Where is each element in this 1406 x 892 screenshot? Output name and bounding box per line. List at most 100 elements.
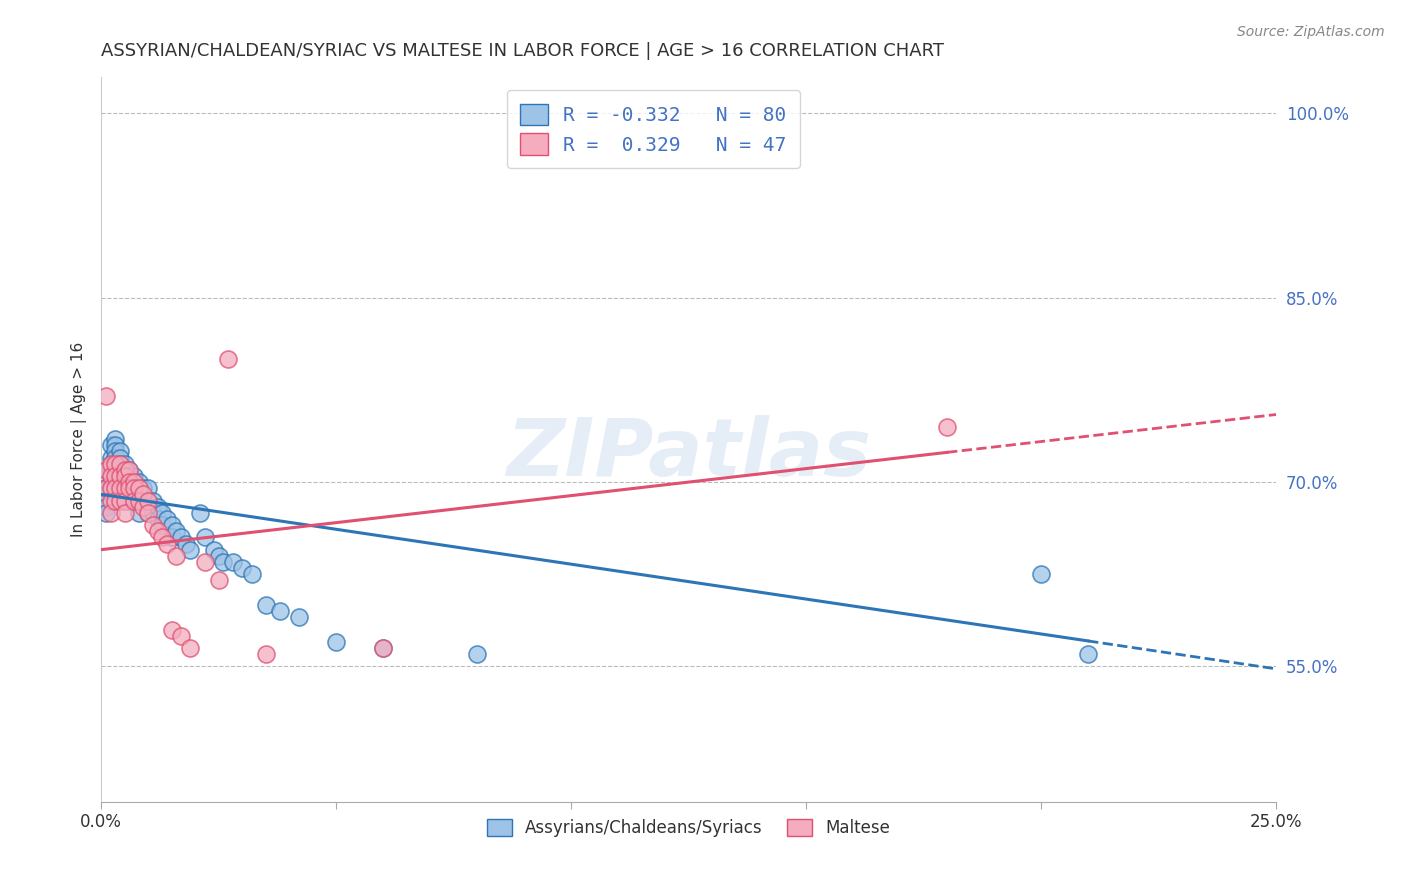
Point — [114, 481, 136, 495]
Point — [114, 487, 136, 501]
Point — [122, 481, 145, 495]
Point — [212, 555, 235, 569]
Point — [254, 598, 277, 612]
Point — [136, 481, 159, 495]
Point — [371, 640, 394, 655]
Point — [118, 463, 141, 477]
Legend: Assyrians/Chaldeans/Syriacs, Maltese: Assyrians/Chaldeans/Syriacs, Maltese — [479, 813, 897, 844]
Point — [118, 463, 141, 477]
Point — [122, 469, 145, 483]
Point — [94, 487, 117, 501]
Point — [193, 530, 215, 544]
Point — [114, 481, 136, 495]
Point — [114, 457, 136, 471]
Point — [174, 536, 197, 550]
Point — [188, 506, 211, 520]
Point — [100, 469, 122, 483]
Point — [202, 542, 225, 557]
Point — [104, 444, 127, 458]
Point — [122, 493, 145, 508]
Point — [104, 469, 127, 483]
Y-axis label: In Labor Force | Age > 16: In Labor Force | Age > 16 — [72, 342, 87, 537]
Point — [146, 500, 169, 514]
Point — [132, 493, 155, 508]
Point — [100, 481, 122, 495]
Point — [170, 530, 193, 544]
Point — [104, 475, 127, 489]
Point — [104, 457, 127, 471]
Point — [150, 506, 173, 520]
Point — [325, 635, 347, 649]
Point — [100, 438, 122, 452]
Point — [156, 512, 179, 526]
Point — [128, 481, 150, 495]
Point — [94, 463, 117, 477]
Point — [371, 640, 394, 655]
Point — [100, 457, 122, 471]
Point — [114, 463, 136, 477]
Point — [104, 469, 127, 483]
Point — [108, 463, 131, 477]
Point — [136, 493, 159, 508]
Point — [100, 506, 122, 520]
Point — [128, 506, 150, 520]
Point — [122, 475, 145, 489]
Point — [254, 647, 277, 661]
Point — [108, 444, 131, 458]
Point — [114, 493, 136, 508]
Point — [100, 493, 122, 508]
Point — [136, 506, 159, 520]
Point — [108, 450, 131, 465]
Point — [207, 574, 229, 588]
Point — [150, 530, 173, 544]
Point — [1029, 567, 1052, 582]
Point — [179, 542, 201, 557]
Point — [108, 481, 131, 495]
Point — [100, 481, 122, 495]
Point — [217, 352, 239, 367]
Point — [114, 475, 136, 489]
Point — [94, 493, 117, 508]
Point — [128, 493, 150, 508]
Point — [150, 518, 173, 533]
Point — [108, 481, 131, 495]
Point — [136, 506, 159, 520]
Point — [122, 475, 145, 489]
Point — [128, 481, 150, 495]
Point — [142, 518, 165, 533]
Point — [100, 457, 122, 471]
Point — [104, 493, 127, 508]
Point — [136, 493, 159, 508]
Point — [108, 457, 131, 471]
Point — [114, 469, 136, 483]
Text: ZIPatlas: ZIPatlas — [506, 415, 872, 492]
Point — [222, 555, 245, 569]
Point — [118, 475, 141, 489]
Point — [104, 481, 127, 495]
Point — [118, 475, 141, 489]
Point — [104, 438, 127, 452]
Point — [94, 481, 117, 495]
Point — [146, 512, 169, 526]
Point — [128, 475, 150, 489]
Point — [118, 469, 141, 483]
Point — [936, 419, 959, 434]
Point — [94, 500, 117, 514]
Point — [104, 463, 127, 477]
Point — [100, 463, 122, 477]
Point — [128, 493, 150, 508]
Point — [118, 481, 141, 495]
Point — [165, 549, 187, 563]
Point — [122, 493, 145, 508]
Point — [122, 481, 145, 495]
Point — [94, 389, 117, 403]
Text: Source: ZipAtlas.com: Source: ZipAtlas.com — [1237, 25, 1385, 39]
Point — [193, 555, 215, 569]
Point — [160, 518, 183, 533]
Point — [142, 493, 165, 508]
Point — [104, 432, 127, 446]
Point — [156, 536, 179, 550]
Point — [132, 487, 155, 501]
Point — [465, 647, 488, 661]
Point — [207, 549, 229, 563]
